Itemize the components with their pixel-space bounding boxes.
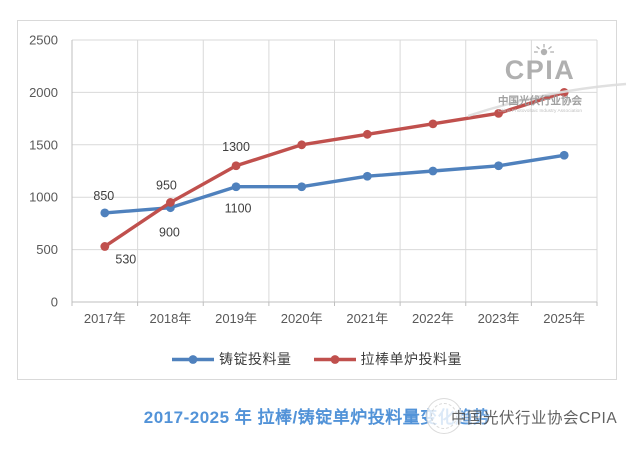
logo-acronym: CPIA	[505, 55, 576, 85]
x-axis-label: 2020年	[281, 311, 323, 326]
legend-item-ingot: 铸锭投料量	[172, 349, 292, 369]
y-axis-label: 1500	[29, 137, 58, 152]
series-point-0	[231, 182, 241, 192]
data-label: 850	[93, 189, 114, 203]
chart-caption: 2017-2025 年 拉棒/铸锭单炉投料量变化趋势	[143, 408, 491, 427]
logo-name-cn: 中国光伏行业协会	[498, 94, 582, 107]
x-axis-label: 2025年	[543, 311, 585, 326]
series-point-0	[297, 182, 307, 192]
y-axis-label: 1000	[29, 190, 58, 205]
y-axis-label: 500	[36, 242, 58, 257]
data-label: 950	[156, 178, 177, 192]
data-label: 1100	[225, 202, 252, 216]
legend-line-marker-blue	[172, 354, 214, 364]
series-line-0	[103, 153, 566, 215]
y-axis-label: 2500	[29, 33, 58, 48]
legend-marker	[330, 354, 339, 364]
logo-name-en: China Photovoltaic Industry Association	[498, 108, 582, 114]
legend-label: 铸锭投料量	[219, 351, 292, 367]
y-axis-label: 2000	[29, 85, 58, 100]
sun-icon	[534, 44, 554, 56]
cpia-logo: CPIA 中国光伏行业协会 China Photovoltaic Industr…	[468, 44, 627, 118]
series-point-0	[494, 161, 503, 171]
series-point-1	[362, 129, 372, 139]
x-axis-label: 2017年	[84, 311, 126, 326]
chart-legend: 铸锭投料量 拉棒单炉投料量	[17, 348, 617, 370]
series-point-1	[166, 198, 175, 207]
legend-marker	[188, 354, 198, 364]
legend-line-marker-red	[313, 354, 356, 364]
x-axis-label: 2022年	[412, 311, 454, 326]
series-point-0	[362, 171, 372, 181]
legend-item-pulled-rod: 拉棒单炉投料量	[313, 349, 463, 369]
x-axis-label: 2019年	[215, 311, 257, 326]
series-point-1	[428, 119, 438, 129]
x-axis-label: 2021年	[346, 311, 388, 326]
series-point-0	[428, 166, 438, 176]
x-axis-label: 2023年	[478, 311, 520, 326]
y-axis-label: 0	[51, 295, 58, 310]
series-point-0	[559, 150, 569, 160]
chart-frame	[17, 20, 617, 380]
data-label: 900	[159, 226, 180, 240]
series-point-1	[297, 140, 307, 150]
watermark-text: 中国光伏行业协会CPIA	[451, 410, 618, 427]
series-point-1	[100, 242, 110, 251]
legend-label: 拉棒单炉投料量	[360, 351, 462, 367]
series-line-1	[103, 90, 566, 249]
x-axis-label: 2018年	[149, 311, 191, 326]
logo-arc-swoosh	[468, 82, 627, 118]
data-label: 530	[115, 252, 136, 266]
data-label: 1300	[222, 140, 250, 154]
series-point-1	[231, 161, 241, 171]
series-point-1	[494, 108, 503, 118]
series-point-0	[100, 208, 110, 218]
circular-stamp-watermark-icon	[426, 398, 462, 434]
